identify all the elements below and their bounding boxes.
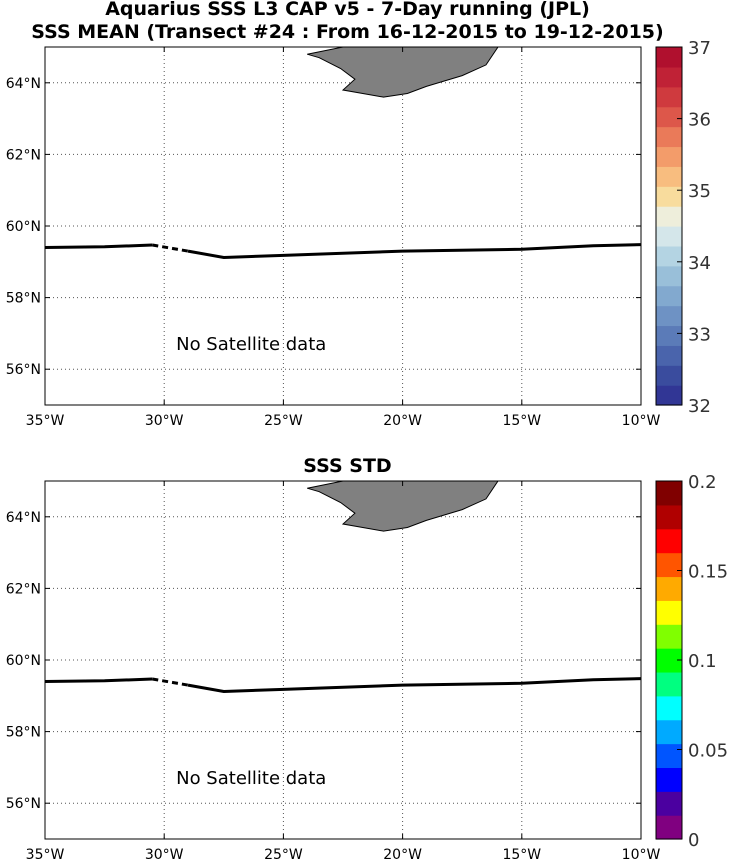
mean-colorbar-swatch bbox=[656, 245, 682, 267]
std-colorbar-tick-label: 0.05 bbox=[688, 741, 728, 762]
mean-x-tick-label: 30°W bbox=[145, 413, 184, 429]
mean-transect-line bbox=[187, 243, 641, 260]
mean-colorbar-swatch bbox=[656, 126, 682, 148]
mean-colorbar-swatch bbox=[656, 186, 682, 207]
mean-x-tick-label: 35°W bbox=[26, 413, 65, 429]
std-colorbar-tick-label: 0 bbox=[688, 830, 699, 851]
std-x-tick-label: 35°W bbox=[26, 847, 65, 861]
mean-colorbar-swatch bbox=[656, 86, 682, 108]
std-colorbar-swatch bbox=[656, 528, 682, 554]
std-colorbar-swatch bbox=[656, 624, 682, 649]
std-colorbar-swatch bbox=[656, 576, 682, 601]
std-x-tick-label: 30°W bbox=[145, 847, 184, 861]
mean-y-tick-label: 64°N bbox=[6, 76, 41, 92]
std-x-tick-label: 15°W bbox=[502, 847, 541, 861]
mean-colorbar-swatch bbox=[656, 47, 682, 68]
mean-colorbar-swatch bbox=[656, 345, 682, 366]
mean-colorbar-swatch bbox=[656, 385, 682, 406]
mean-colorbar-tick-label: 32 bbox=[688, 396, 711, 417]
mean-colorbar-swatch bbox=[656, 265, 682, 287]
mean-plot-area bbox=[45, 47, 641, 405]
mean-x-tick-label: 15°W bbox=[502, 413, 541, 429]
std-colorbar-tick-label: 0.15 bbox=[688, 562, 728, 583]
mean-colorbar-swatch bbox=[656, 365, 682, 386]
std-colorbar-swatch bbox=[656, 671, 682, 697]
std-colorbar-swatch bbox=[656, 791, 682, 816]
mean-colorbar-swatch bbox=[656, 106, 682, 128]
main-title: Aquarius SSS L3 CAP v5 - 7-Day running (… bbox=[105, 0, 590, 20]
std-y-tick-label: 58°N bbox=[6, 725, 41, 741]
std-colorbar-swatch bbox=[656, 481, 682, 506]
std-colorbar-swatch bbox=[656, 743, 682, 768]
std-x-tick-label: 10°W bbox=[622, 847, 661, 861]
std-transect-gap bbox=[152, 677, 189, 687]
std-colorbar-swatch bbox=[656, 695, 682, 721]
mean-colorbar-swatch bbox=[656, 226, 682, 247]
std-colorbar: 0 0.05 0.1 0.15 0.2 bbox=[655, 472, 728, 851]
mean-x-tick-label: 10°W bbox=[622, 413, 661, 429]
mean-colorbar-swatch bbox=[656, 285, 682, 307]
mean-colorbar-tick-label: 33 bbox=[688, 324, 711, 345]
mean-colorbar-swatch bbox=[656, 66, 682, 88]
std-x-tick-label: 25°W bbox=[264, 847, 303, 861]
std-colorbar-swatch bbox=[656, 552, 682, 578]
std-colorbar-swatch bbox=[656, 767, 682, 792]
std-colorbar-swatch bbox=[656, 504, 682, 530]
mean-y-tick-label: 60°N bbox=[6, 219, 41, 235]
std-y-tick-label: 64°N bbox=[6, 510, 41, 526]
std-colorbar-tick-label: 0.2 bbox=[688, 472, 717, 493]
mean-transect-line bbox=[45, 243, 153, 249]
std-no-data-note: No Satellite data bbox=[176, 768, 326, 789]
mean-colorbar-tick-label: 37 bbox=[688, 38, 711, 59]
mean-y-tick-label: 56°N bbox=[6, 362, 41, 378]
std-y-tick-label: 62°N bbox=[6, 581, 41, 597]
std-iceland-landmass bbox=[307, 481, 499, 532]
mean-x-tick-label: 20°W bbox=[383, 413, 422, 429]
mean-y-tick-label: 62°N bbox=[6, 147, 41, 163]
std-x-tick-label: 20°W bbox=[383, 847, 422, 861]
mean-colorbar-tick-label: 35 bbox=[688, 181, 711, 202]
mean-colorbar-swatch bbox=[656, 206, 682, 227]
std-colorbar-tick-label: 0.1 bbox=[688, 651, 717, 672]
std-colorbar-swatch bbox=[656, 600, 682, 625]
mean-y-tick-label: 58°N bbox=[6, 291, 41, 307]
mean-transect-gap bbox=[152, 243, 189, 253]
mean-colorbar-tick-label: 34 bbox=[688, 253, 711, 274]
mean-colorbar-frame bbox=[655, 46, 683, 406]
std-title: SSS STD bbox=[303, 455, 392, 477]
std-y-tick-label: 60°N bbox=[6, 653, 41, 669]
std-plot-area bbox=[45, 481, 641, 839]
mean-no-data-note: No Satellite data bbox=[176, 334, 326, 355]
mean-colorbar-swatch bbox=[656, 166, 682, 187]
std-colorbar-swatch bbox=[656, 719, 682, 745]
mean-map-panel: 35°W 30°W 25°W 20°W 15°W 10°W 56°N 58°N 60°N 62°N… bbox=[6, 38, 711, 429]
mean-x-tick-label: 25°W bbox=[264, 413, 303, 429]
std-map-panel: 35°W 30°W 25°W 20°W 15°W 10°W 56°N 58°N 60°N 62°N… bbox=[6, 472, 728, 861]
std-transect-line bbox=[187, 677, 641, 694]
mean-colorbar-swatch bbox=[656, 146, 682, 167]
mean-colorbar-swatch bbox=[656, 305, 682, 327]
std-colorbar-swatch bbox=[656, 815, 682, 840]
mean-iceland-landmass bbox=[307, 47, 499, 98]
mean-subtitle: SSS MEAN (Transect #24 : From 16-12-2015… bbox=[31, 21, 664, 43]
std-y-tick-label: 56°N bbox=[6, 796, 41, 812]
std-transect-line bbox=[45, 677, 153, 683]
mean-colorbar: 32 33 34 35 36 37 bbox=[655, 38, 711, 417]
mean-colorbar-tick-label: 36 bbox=[688, 110, 711, 131]
mean-colorbar-swatch bbox=[656, 325, 682, 346]
